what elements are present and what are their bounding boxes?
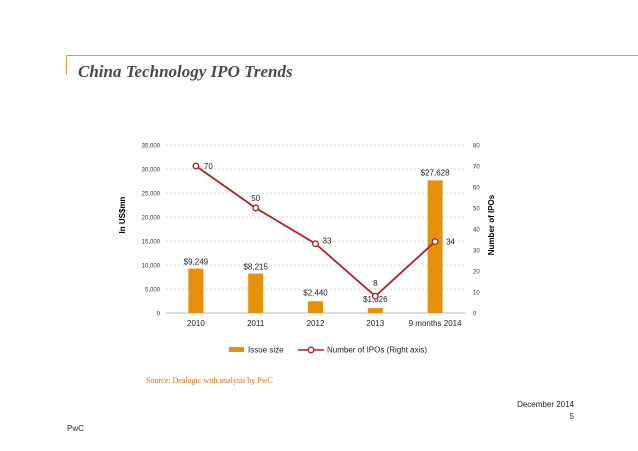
y-tick-label: 25,000: [142, 192, 161, 198]
y-tick-label: 20,000: [142, 216, 161, 222]
y-tick-label: 30,000: [142, 168, 161, 174]
right-axis-ticks: 0 10 20 30 40 50 60 70 80: [473, 144, 480, 318]
y-tick-label: 0: [157, 312, 161, 318]
issue-size-bar: [367, 308, 383, 313]
slide-title: China Technology IPO Trends: [78, 62, 293, 81]
ipo-count-point: [252, 204, 260, 212]
bar-data-label: $2,440: [303, 288, 328, 297]
y2-tick-label: 30: [473, 249, 480, 255]
y-tick-label: 35,000: [142, 144, 161, 150]
ipo-count-line-path: [195, 165, 436, 298]
y2-tick-label: 70: [473, 165, 480, 171]
legend-label-issue-size: Issue size: [248, 346, 284, 355]
title-rule: [66, 55, 638, 56]
legend-label-ipo-count: Number of IPOs (Right axis): [327, 346, 427, 355]
y-axis-label: In US$mn: [118, 196, 127, 233]
footer-date: December 2014: [517, 400, 574, 409]
x-tick-label: 2010: [187, 319, 205, 328]
page-number: 5: [569, 412, 574, 421]
y2-tick-label: 10: [473, 291, 480, 297]
x-tick-label: 9 months 2014: [409, 319, 462, 328]
x-axis-ticks: 2010 2011 2012 2013 9 months 2014: [187, 319, 462, 328]
y2-tick-label: 50: [473, 207, 480, 213]
ipo-count-line: 70 50 33 8 34: [192, 162, 456, 300]
issue-size-bars: $9,249$8,215$2,440$1,026$27,628: [184, 168, 450, 313]
line-data-label: 50: [251, 194, 260, 203]
y-tick-label: 5,000: [145, 288, 161, 294]
right-axis-label: Number of IPOs: [487, 194, 496, 255]
y2-tick-label: 80: [473, 144, 480, 150]
x-tick-label: 2013: [366, 319, 384, 328]
y2-tick-label: 60: [473, 186, 480, 192]
legend-line-marker: [307, 346, 315, 354]
x-tick-label: 2012: [307, 319, 325, 328]
legend: Issue size Number of IPOs (Right axis): [229, 346, 427, 355]
bar-data-label: $9,249: [184, 258, 209, 267]
issue-size-bar: [427, 180, 443, 313]
y2-tick-label: 0: [473, 312, 477, 318]
title-rule-tick: [66, 55, 67, 75]
ipo-count-point: [312, 240, 319, 248]
y-tick-label: 10,000: [142, 264, 161, 270]
line-data-label: 33: [323, 237, 332, 246]
line-data-label: 34: [446, 238, 455, 247]
ipo-count-point: [371, 292, 379, 300]
x-tick-label: 2011: [247, 319, 265, 328]
bar-data-label: $27,628: [421, 168, 450, 177]
y2-tick-label: 20: [473, 270, 480, 276]
gridlines: [166, 144, 465, 314]
y2-tick-label: 40: [473, 228, 480, 234]
left-axis-ticks: 0 5,000 10,000 15,000 20,000 25,000 30,000 35,0…: [142, 144, 161, 318]
line-data-label: 8: [373, 279, 378, 288]
y-tick-label: 15,000: [142, 240, 161, 246]
issue-size-bar: [248, 273, 264, 313]
ipo-count-point: [192, 162, 200, 170]
issue-size-bar: [188, 268, 204, 313]
legend-bar-swatch: [229, 347, 244, 352]
ipo-count-point: [431, 238, 439, 246]
issue-size-bar: [308, 301, 323, 313]
footer-brand: PwC: [67, 424, 84, 433]
line-data-label: 70: [204, 162, 213, 171]
source-note: Source: Dealogic with analysis by PwC: [146, 376, 273, 385]
bar-data-label: $8,215: [243, 263, 268, 272]
